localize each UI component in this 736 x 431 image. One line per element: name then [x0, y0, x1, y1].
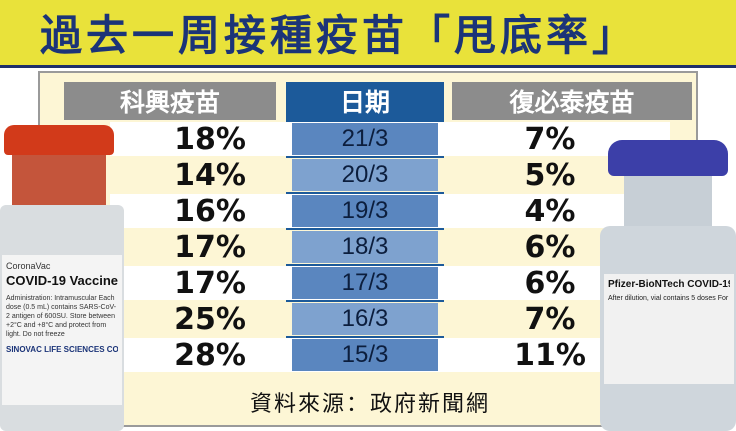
- biontech-rate-cell: 7%: [524, 301, 576, 337]
- date-cell: 15/3: [292, 339, 438, 371]
- biontech-rate-cell: 7%: [524, 121, 576, 157]
- header-date: 日期: [286, 82, 444, 120]
- biontech-rate-cell: 11%: [514, 337, 586, 373]
- sinovac-rate-cell: 17%: [174, 229, 246, 265]
- biontech-rate-cell: 5%: [524, 157, 576, 193]
- vial-label: Pfizer-BioNTech COVID-19 After dilution,…: [604, 274, 734, 384]
- date-cell: 17/3: [292, 267, 438, 299]
- date-cell: 19/3: [292, 195, 438, 227]
- header-sinovac: 科興疫苗: [64, 82, 276, 120]
- vial-cap: [608, 140, 728, 176]
- chart-title: 過去一周接種疫苗「甩底率」: [40, 11, 639, 60]
- date-cell: 20/3: [292, 159, 438, 191]
- vial-name: COVID-19 Vaccine (: [6, 273, 118, 288]
- vial-label: CoronaVac COVID-19 Vaccine ( Administrat…: [2, 255, 122, 405]
- biontech-rate-cell: 6%: [524, 265, 576, 301]
- sinovac-rate-cell: 18%: [174, 121, 246, 157]
- sinovac-rate-cell: 14%: [174, 157, 246, 193]
- biontech-rate-cell: 6%: [524, 229, 576, 265]
- vial-maker: SINOVAC LIFE SCIENCES CO.,LT: [6, 345, 118, 354]
- source-note: 資料來源：政府新聞網: [249, 392, 490, 417]
- vial-name: Pfizer-BioNTech COVID-19: [608, 279, 730, 290]
- vial-neck: [12, 155, 106, 205]
- vial-details: Administration: Intramuscular Each dose …: [6, 295, 117, 338]
- biontech-vial-image: Pfizer-BioNTech COVID-19 After dilution,…: [600, 140, 736, 431]
- vial-details: After dilution, vial contains 5 doses Fo…: [608, 295, 730, 302]
- sinovac-rate-cell: 25%: [174, 301, 246, 337]
- sinovac-vial-image: CoronaVac COVID-19 Vaccine ( Administrat…: [0, 125, 130, 431]
- biontech-rate-cell: 4%: [524, 193, 576, 229]
- title-bar: 過去一周接種疫苗「甩底率」: [0, 0, 736, 68]
- vial-neck: [624, 176, 712, 226]
- vial-cap: [4, 125, 114, 155]
- date-cell: 18/3: [292, 231, 438, 263]
- sinovac-rate-cell: 17%: [174, 265, 246, 301]
- vial-brand: CoronaVac: [6, 261, 51, 271]
- header-biontech: 復必泰疫苗: [452, 82, 692, 120]
- sinovac-rate-cell: 28%: [174, 337, 246, 373]
- date-cell: 21/3: [292, 123, 438, 155]
- date-cell: 16/3: [292, 303, 438, 335]
- sinovac-rate-cell: 16%: [174, 193, 246, 229]
